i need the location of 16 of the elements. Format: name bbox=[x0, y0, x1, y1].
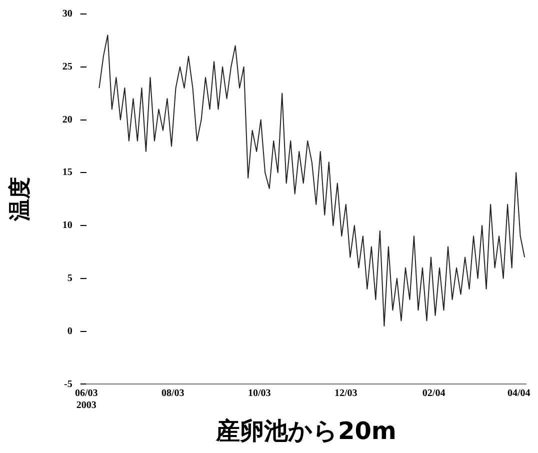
y-tick-label: -5 bbox=[64, 378, 72, 390]
x-axis-title: 産卵池から20m bbox=[214, 416, 396, 445]
x-tick-label: 06/03 2003 bbox=[75, 388, 98, 411]
y-tick-label: 10 bbox=[62, 220, 72, 232]
y-tick-label: 30 bbox=[62, 8, 72, 20]
y-tick-label: 15 bbox=[62, 167, 72, 178]
y-tick-label: 25 bbox=[62, 61, 72, 72]
x-tick-label: 08/03 bbox=[162, 388, 184, 399]
x-tick-label: 10/03 bbox=[248, 388, 271, 399]
y-axis-title: 温度 bbox=[6, 177, 33, 222]
y-tick-label: 5 bbox=[67, 273, 72, 284]
y-tick-label: 0 bbox=[67, 326, 72, 337]
x-tick-label: 02/04 bbox=[422, 388, 446, 399]
x-tick-label: 12/03 bbox=[334, 388, 358, 399]
x-tick-label: 04/04 bbox=[508, 388, 530, 399]
y-tick-label: 20 bbox=[62, 114, 72, 126]
